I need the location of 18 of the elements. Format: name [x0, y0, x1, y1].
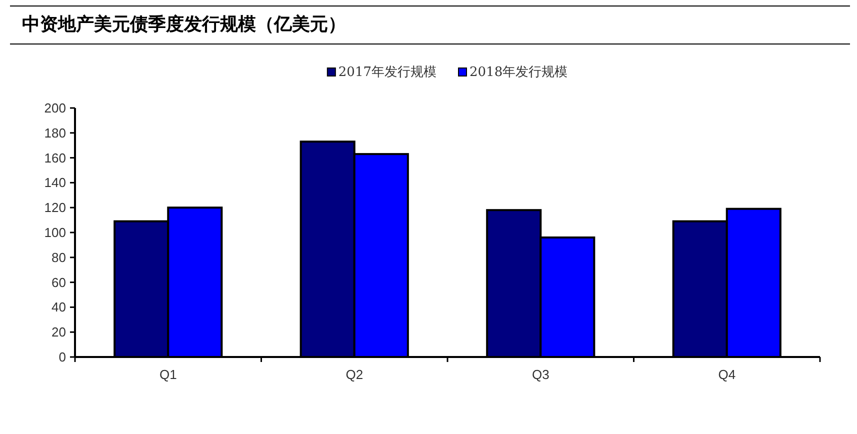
legend-label: 2018年发行规模	[470, 65, 568, 80]
legend-label: 2017年发行规模	[338, 65, 436, 80]
y-tick-label: 140	[44, 175, 66, 190]
y-tick-label: 180	[44, 125, 66, 140]
y-tick-label: 120	[44, 200, 66, 216]
y-tick-label: 60	[52, 274, 66, 290]
title: 中资地产美元债季度发行规模（亿美元）	[22, 14, 346, 34]
x-tick-label: Q3	[532, 367, 550, 382]
x-tick-label: Q4	[718, 367, 736, 382]
x-tick-label: Q1	[159, 367, 177, 382]
x-tick-label: Q2	[346, 367, 364, 382]
y-tick-label: 20	[52, 324, 66, 340]
y-tick-label: 0	[58, 350, 66, 364]
y-tick-label: 80	[52, 250, 66, 265]
y-tick-label: 100	[44, 225, 66, 240]
y-tick-label: 40	[52, 300, 66, 315]
y-tick-label: 160	[44, 150, 66, 166]
y-tick-label: 200	[44, 100, 66, 116]
